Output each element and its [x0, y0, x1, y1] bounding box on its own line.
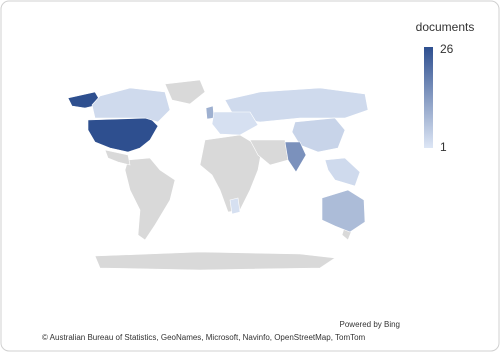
legend-title: documents: [416, 20, 475, 34]
region: [324, 157, 361, 187]
attribution: © Australian Bureau of Statistics, GeoNa…: [42, 333, 366, 342]
region: [291, 117, 346, 153]
regions: [67, 87, 369, 233]
legend-scale: [424, 47, 433, 148]
powered-by: Powered by Bing: [340, 320, 400, 329]
legend-min: 1: [440, 140, 447, 154]
region: [284, 141, 307, 173]
region: [321, 189, 366, 233]
region: [205, 105, 215, 120]
base-map: [94, 79, 353, 271]
region: [229, 197, 241, 215]
region: [91, 87, 171, 123]
legend-max: 26: [440, 42, 454, 56]
region: [211, 111, 259, 136]
